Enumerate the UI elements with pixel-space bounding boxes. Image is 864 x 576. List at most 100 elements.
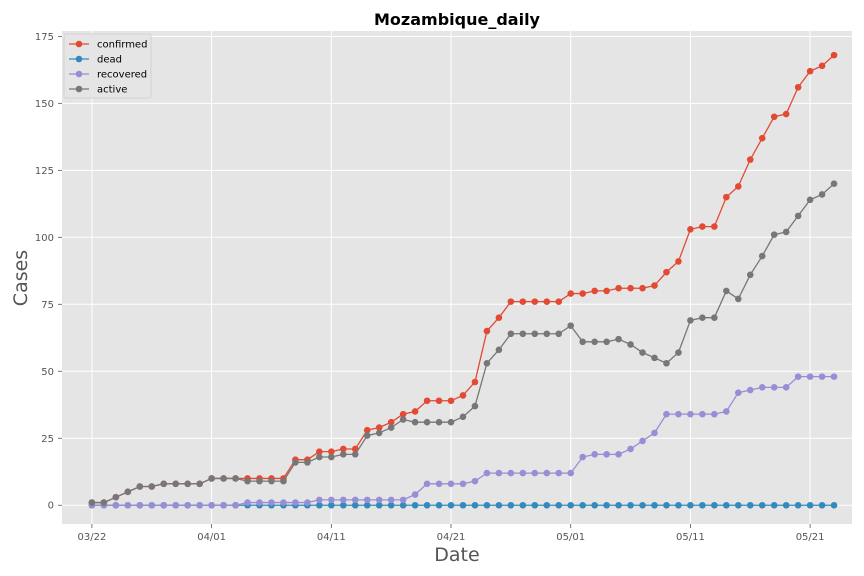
legend: confirmed dead recovered active [63, 33, 152, 99]
data-point-confirmed [423, 397, 431, 405]
data-point-recovered [328, 496, 335, 504]
data-point-active [806, 196, 814, 204]
data-point-recovered [196, 501, 203, 509]
data-point-confirmed [483, 327, 491, 335]
data-point-dead [543, 501, 551, 509]
data-point-recovered [184, 501, 191, 509]
axis-ticks: 0 25 50 75 100 125 150 175 03/22 04/01 04/11 04/21 0… [35, 32, 825, 543]
data-point-confirmed [806, 67, 814, 75]
data-point-recovered [519, 469, 527, 477]
data-point-active [423, 418, 431, 426]
data-point-active [627, 341, 634, 348]
data-point-recovered [531, 469, 539, 477]
data-point-confirmed [794, 83, 802, 91]
data-point-confirmed [495, 314, 503, 321]
data-point-active [734, 295, 742, 303]
data-point-recovered [124, 501, 132, 509]
data-point-active [531, 330, 539, 338]
data-point-active [723, 287, 730, 295]
data-point-recovered [411, 491, 419, 498]
data-point-dead [675, 501, 682, 509]
data-point-confirmed [375, 424, 383, 431]
data-point-confirmed [459, 392, 467, 399]
data-point-recovered [447, 480, 455, 488]
data-point-confirmed [507, 298, 515, 305]
data-point-active [375, 429, 383, 437]
data-point-recovered [734, 389, 742, 397]
data-point-recovered [830, 373, 838, 380]
data-point-confirmed [746, 156, 754, 163]
data-point-confirmed [519, 298, 527, 305]
legend-label-recovered: recovered [97, 70, 147, 81]
data-point-confirmed [615, 284, 622, 292]
data-point-active [160, 480, 168, 488]
data-point-dead [471, 501, 479, 509]
data-point-recovered [543, 469, 551, 477]
data-point-recovered [711, 410, 718, 418]
data-point-confirmed [339, 445, 347, 453]
data-point-confirmed [399, 410, 407, 418]
data-point-confirmed [687, 225, 694, 233]
data-point-confirmed [363, 426, 371, 434]
data-point-active [351, 451, 359, 458]
data-point-dead [519, 501, 527, 509]
data-point-recovered [507, 469, 515, 477]
data-point-dead [711, 501, 718, 509]
x-tick-label: 04/01 [197, 532, 226, 543]
data-point-active [663, 359, 670, 367]
data-point-active [687, 317, 694, 324]
data-point-active [256, 477, 263, 485]
data-point-confirmed [387, 418, 395, 426]
plot-area [62, 31, 852, 524]
data-point-recovered [663, 410, 670, 418]
data-point-active [100, 499, 108, 506]
data-point-active [316, 453, 323, 461]
data-point-dead [339, 501, 347, 509]
data-point-recovered [555, 469, 563, 477]
x-tick-label: 05/11 [676, 532, 705, 543]
data-point-dead [316, 501, 323, 509]
data-point-active [244, 477, 251, 485]
data-point-active [435, 418, 443, 426]
data-point-active [124, 488, 132, 496]
data-point-recovered [256, 499, 263, 506]
legend-marker-confirmed [75, 40, 83, 48]
data-point-active [782, 228, 790, 236]
data-point-dead [639, 501, 646, 509]
data-point-dead [794, 501, 802, 509]
data-point-dead [447, 501, 455, 509]
data-point-recovered [567, 469, 575, 477]
data-point-recovered [280, 499, 287, 506]
data-point-recovered [627, 445, 634, 453]
legend-marker-dead [75, 55, 83, 63]
data-point-active [148, 483, 156, 490]
data-point-recovered [758, 384, 766, 391]
legend-marker-active [75, 85, 83, 93]
data-point-recovered [292, 499, 299, 506]
data-point-confirmed [471, 378, 479, 386]
data-point-recovered [651, 429, 658, 437]
legend-label-confirmed: confirmed [97, 40, 147, 51]
data-point-recovered [675, 410, 682, 418]
data-point-active [232, 475, 239, 482]
data-point-active [830, 180, 838, 188]
data-point-active [459, 413, 467, 421]
data-point-dead [507, 501, 515, 509]
data-point-active [818, 191, 826, 198]
data-point-confirmed [435, 397, 443, 405]
data-point-recovered [351, 496, 359, 504]
data-point-recovered [723, 408, 730, 415]
data-point-active [447, 418, 455, 426]
data-point-active [172, 480, 180, 488]
data-point-recovered [579, 453, 586, 461]
x-tick-label: 04/11 [317, 532, 346, 543]
data-point-recovered [591, 451, 598, 458]
data-point-dead [531, 501, 539, 509]
data-point-recovered [770, 384, 778, 391]
data-point-recovered [818, 373, 826, 380]
y-axis-title: Cases [10, 250, 32, 306]
data-point-active [411, 418, 419, 426]
data-point-confirmed [830, 51, 838, 59]
data-point-active [675, 349, 682, 356]
